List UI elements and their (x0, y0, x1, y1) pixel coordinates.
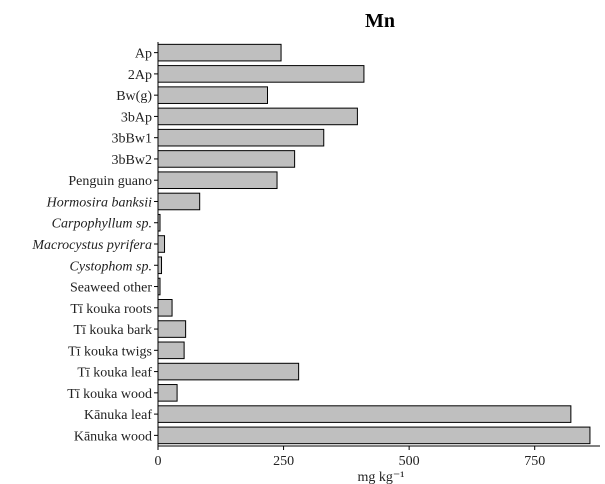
bar-12 (157, 299, 173, 317)
category-label-14: Tī kouka twigs (68, 344, 152, 359)
bar-15 (157, 362, 300, 381)
x-tick-label-1: 250 (273, 454, 294, 469)
x-axis-label: mg kg⁻¹ (358, 470, 405, 484)
bar-14 (157, 341, 185, 360)
category-label-17: Kānuka leaf (84, 408, 152, 423)
category-label-16: Tī kouka wood (67, 387, 152, 402)
category-label-1: 2Ap (128, 68, 152, 83)
bar-17 (157, 405, 572, 423)
x-tick-label-3: 750 (524, 454, 545, 469)
x-axis: 0 250 500 750 (155, 445, 600, 469)
bar-5 (157, 150, 296, 168)
bar-9 (157, 235, 166, 253)
category-labels: Ap 2Ap Bw(g) 3bAp 3bBw1 3bBw2 Penguin guano Hor… (31, 47, 158, 444)
category-label-5: 3bBw2 (112, 153, 152, 168)
bar-6 (157, 171, 278, 190)
chart-title: Mn (365, 10, 395, 32)
bar-3 (157, 107, 358, 126)
bar-18 (157, 426, 591, 445)
category-label-3: 3bAp (121, 110, 152, 125)
category-label-2: Bw(g) (116, 89, 152, 104)
bar-4 (157, 128, 325, 147)
bar-10 (157, 256, 163, 275)
bars-group (157, 43, 591, 445)
x-tick-label-0: 0 (155, 454, 162, 469)
bar-7 (157, 192, 201, 211)
bar-2 (157, 86, 268, 104)
category-label-13: Tī kouka bark (73, 323, 152, 338)
category-label-8: Carpophyllum sp. (52, 217, 152, 232)
bar-1 (157, 65, 365, 83)
bar-16 (157, 384, 178, 402)
category-label-12: Tī kouka roots (70, 302, 152, 317)
bar-13 (157, 320, 187, 338)
category-label-15: Tī kouka leaf (77, 366, 152, 381)
category-label-4: 3bBw1 (112, 132, 152, 147)
x-tick-label-2: 500 (399, 454, 420, 469)
category-label-0: Ap (135, 47, 152, 62)
bar-0 (157, 43, 282, 62)
category-label-11: Seaweed other (70, 281, 152, 296)
category-label-10: Cystophom sp. (70, 259, 152, 274)
category-label-9: Macrocystus pyrifera (31, 238, 152, 253)
category-label-7: Hormosira banksii (46, 195, 153, 210)
category-label-18: Kānuka wood (74, 429, 152, 444)
category-label-6: Penguin guano (68, 174, 152, 189)
